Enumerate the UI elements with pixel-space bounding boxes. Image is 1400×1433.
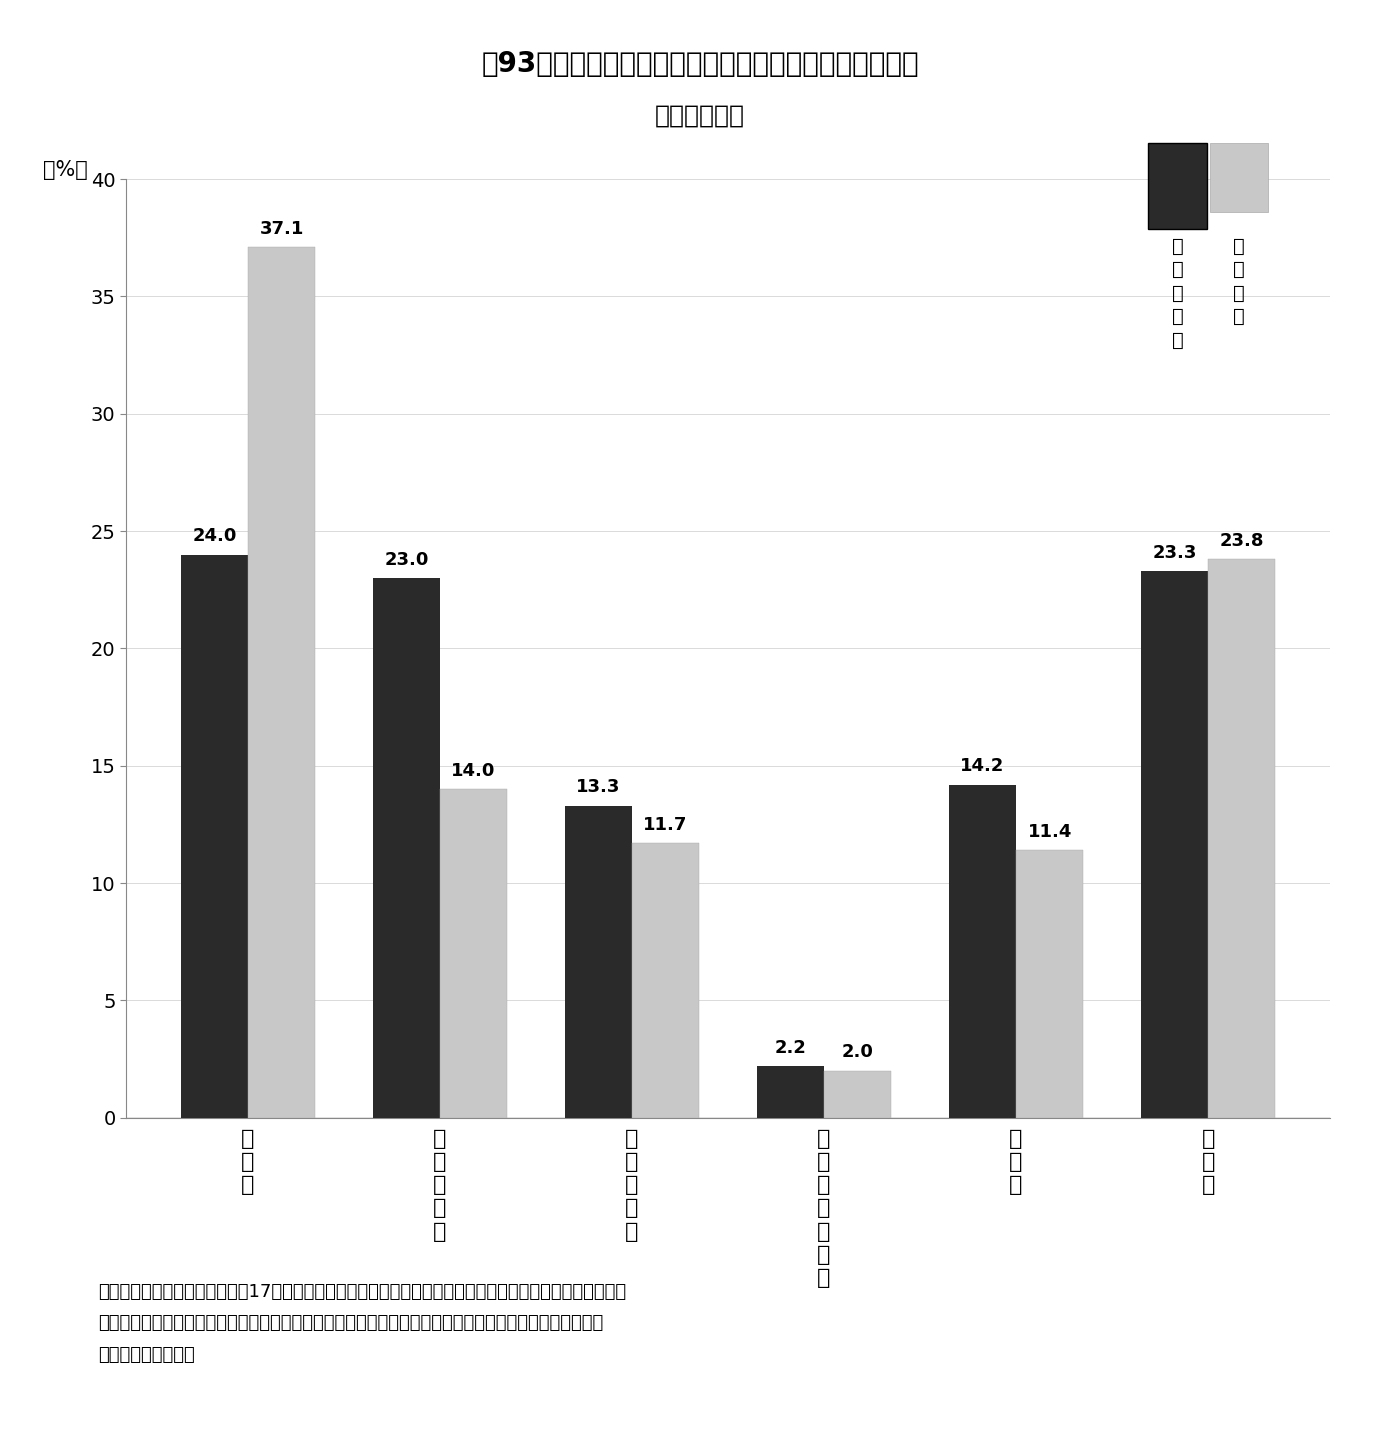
Text: 23.3: 23.3 [1152, 543, 1197, 562]
Text: 13.3: 13.3 [577, 778, 620, 797]
Text: 主
な
被
災
地: 主 な 被 災 地 [1172, 236, 1183, 350]
Bar [440, 790, 507, 1118]
Text: 11.4: 11.4 [1028, 823, 1072, 841]
Text: が該当する。: が該当する。 [98, 1346, 195, 1364]
Text: その１　歳入: その１ 歳入 [655, 103, 745, 128]
Text: 23.8: 23.8 [1219, 532, 1264, 550]
Bar [1016, 850, 1084, 1118]
Bar [631, 843, 699, 1118]
Bar [825, 1070, 892, 1118]
Text: 14.0: 14.0 [451, 762, 496, 780]
Text: 14.2: 14.2 [960, 757, 1005, 775]
Bar [564, 805, 631, 1118]
Bar [181, 555, 248, 1118]
Text: そ
れ
以
外: そ れ 以 外 [1233, 236, 1245, 325]
Bar [949, 784, 1016, 1118]
Text: 23.0: 23.0 [384, 550, 428, 569]
Bar [1208, 559, 1275, 1118]
Bar [1141, 570, 1208, 1118]
Y-axis label: （%）: （%） [43, 160, 88, 181]
Text: 2.2: 2.2 [774, 1039, 806, 1056]
Text: （注）　主な被災地とは、平成17年度版防災白書（内閣府）より分類。北海道、秋田県、山形県、新潟県、: （注） 主な被災地とは、平成17年度版防災白書（内閣府）より分類。北海道、秋田県… [98, 1283, 626, 1301]
Text: 11.7: 11.7 [644, 815, 687, 834]
Text: 37.1: 37.1 [259, 219, 304, 238]
Text: 2.0: 2.0 [841, 1043, 874, 1062]
Bar [248, 246, 315, 1118]
Bar [372, 577, 440, 1118]
Text: 第93図　主な被災地とそれ以外の都道府県の構成比比較: 第93図 主な被災地とそれ以外の都道府県の構成比比較 [482, 50, 918, 79]
Text: 福井県、岐阜県、三重県、兵庫県、山口県、徳島県、高知県、福岡県、熊本県、宮崎県、鹿児島県: 福井県、岐阜県、三重県、兵庫県、山口県、徳島県、高知県、福岡県、熊本県、宮崎県、… [98, 1314, 603, 1333]
Bar [757, 1066, 825, 1118]
Text: 24.0: 24.0 [192, 527, 237, 545]
